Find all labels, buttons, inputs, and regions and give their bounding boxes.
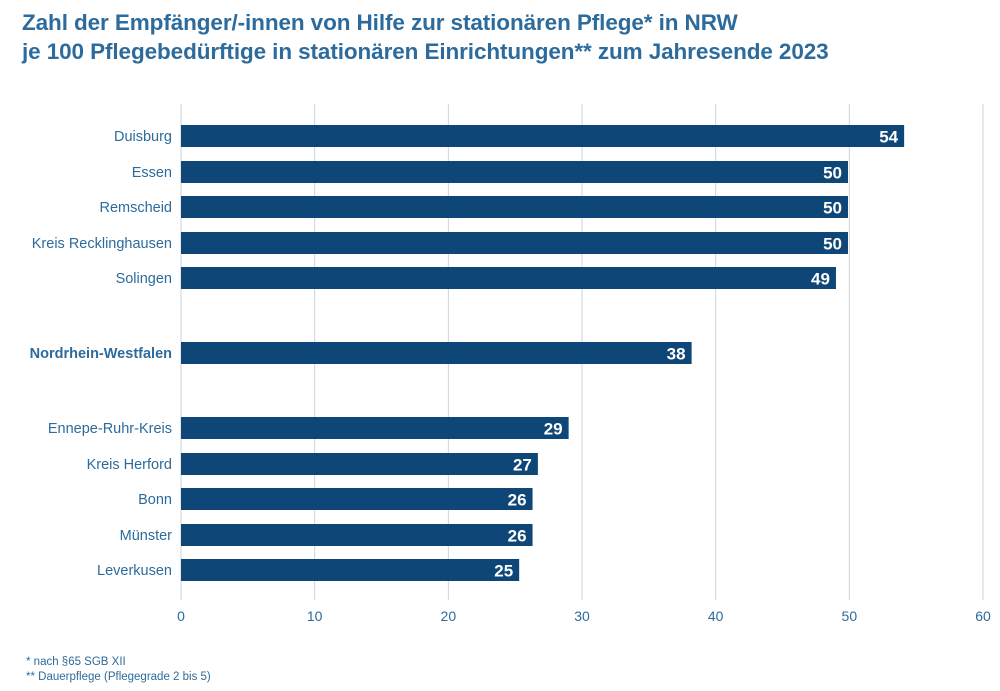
bar-kreis-recklinghausen xyxy=(181,232,848,254)
footnote-1: * nach §65 SGB XII xyxy=(26,656,126,668)
bar-muenster xyxy=(181,524,533,546)
x-tick-label-60: 60 xyxy=(975,608,991,624)
x-tick-label-0: 0 xyxy=(177,608,185,624)
bar-ennepe-ruhr-kreis xyxy=(181,417,569,439)
value-label-kreis-recklinghausen: 50 xyxy=(823,235,842,254)
value-label-leverkusen: 25 xyxy=(494,562,513,581)
bar-leverkusen xyxy=(181,559,520,581)
x-tick-label-50: 50 xyxy=(842,608,858,624)
category-label-ennepe-ruhr-kreis: Ennepe-Ruhr-Kreis xyxy=(48,421,172,437)
category-label-remscheid: Remscheid xyxy=(99,200,172,216)
footnote-2: ** Dauerpflege (Pflegegrade 2 bis 5) xyxy=(26,671,211,683)
category-label-kreis-recklinghausen: Kreis Recklinghausen xyxy=(32,236,172,252)
category-label-bonn: Bonn xyxy=(138,492,172,508)
chart-title: Zahl der Empfänger/-innen von Hilfe zur … xyxy=(22,8,992,66)
x-tick-label-10: 10 xyxy=(307,608,323,624)
category-label-nordrhein-westfalen: Nordrhein-Westfalen xyxy=(30,346,172,362)
bar-duisburg xyxy=(181,125,905,147)
value-label-bonn: 26 xyxy=(508,491,527,510)
category-label-kreis-herford: Kreis Herford xyxy=(87,457,172,473)
bar-essen xyxy=(181,161,848,183)
value-label-essen: 50 xyxy=(823,164,842,183)
category-labels: Duisburg Essen Remscheid Kreis Recklinghaus… xyxy=(30,129,173,579)
value-label-muenster: 26 xyxy=(508,527,527,546)
x-tick-label-30: 30 xyxy=(574,608,590,624)
x-tick-label-20: 20 xyxy=(441,608,457,624)
bar-kreis-herford xyxy=(181,453,538,475)
category-label-muenster: Münster xyxy=(120,528,173,544)
chart-title-line-2: je 100 Pflegebedürftige in stationären E… xyxy=(22,39,829,64)
value-label-remscheid: 50 xyxy=(823,199,842,218)
value-label-duisburg: 54 xyxy=(879,128,898,147)
value-label-ennepe-ruhr-kreis: 29 xyxy=(544,420,563,439)
x-tick-label-40: 40 xyxy=(708,608,724,624)
value-labels: 54 50 50 50 49 38 29 27 26 26 25 xyxy=(494,128,898,581)
footnotes: * nach §65 SGB XII ** Dauerpflege (Pfleg… xyxy=(26,655,211,685)
bar-solingen xyxy=(181,267,836,289)
category-label-duisburg: Duisburg xyxy=(114,129,172,145)
bar-remscheid xyxy=(181,196,848,218)
category-label-solingen: Solingen xyxy=(116,271,172,287)
bar-nordrhein-westfalen xyxy=(181,342,692,364)
value-label-solingen: 49 xyxy=(811,270,830,289)
chart-title-line-1: Zahl der Empfänger/-innen von Hilfe zur … xyxy=(22,10,738,35)
value-label-kreis-herford: 27 xyxy=(513,456,532,475)
bars xyxy=(181,125,905,581)
x-axis-tick-labels: 0 10 20 30 40 50 60 xyxy=(177,608,991,624)
category-label-essen: Essen xyxy=(132,165,172,181)
value-label-nordrhein-westfalen: 38 xyxy=(667,345,686,364)
category-label-leverkusen: Leverkusen xyxy=(97,563,172,579)
bar-bonn xyxy=(181,488,533,510)
